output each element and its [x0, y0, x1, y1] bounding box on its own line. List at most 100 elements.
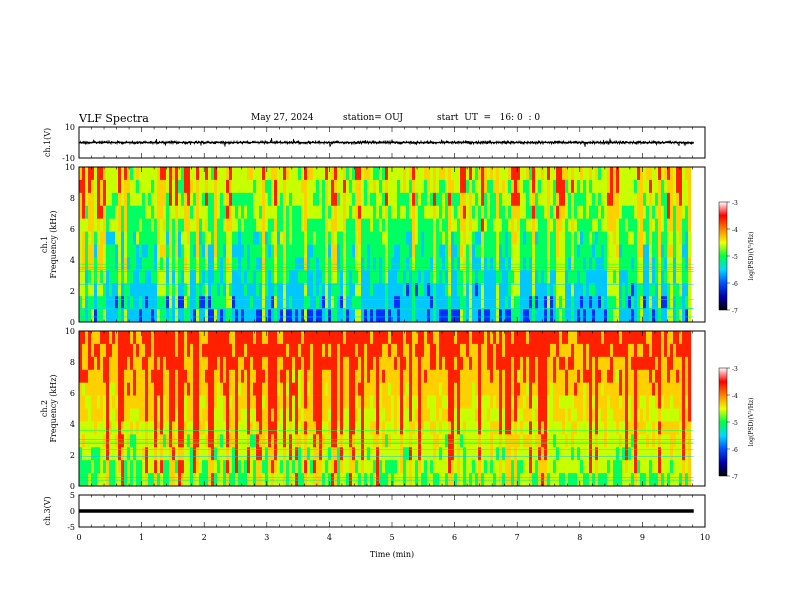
spectrogram-cell: [403, 331, 407, 345]
spectrogram-cell: [448, 296, 452, 310]
spectrogram-cell: [610, 296, 614, 310]
spectrogram-cell: [646, 434, 650, 448]
spectrogram-cell: [337, 296, 341, 310]
spectrogram-cell: [595, 473, 599, 487]
spectrogram-cell: [145, 382, 149, 396]
spectrogram-cell: [385, 205, 389, 219]
spectrogram-cell: [250, 296, 254, 310]
spectrogram-cell: [679, 179, 683, 194]
spectrogram-cell: [562, 408, 566, 422]
spectrogram-cell: [502, 447, 506, 461]
spectrogram-cell: [268, 382, 272, 396]
spectrogram-cell: [232, 205, 236, 219]
spectrogram-cell: [88, 218, 92, 232]
spectrogram-cell: [553, 167, 557, 181]
spectrogram-cell: [205, 231, 209, 245]
spectrogram-cell: [103, 421, 107, 435]
spectrogram-cell: [592, 395, 596, 409]
spectrogram-cell: [91, 244, 95, 258]
spectrogram-cell: [148, 369, 152, 383]
spectrogram-cell: [307, 179, 311, 194]
spectrogram-cell: [97, 205, 101, 219]
spectrogram-cell: [331, 395, 335, 409]
spectrogram-cell: [424, 296, 428, 310]
spectrogram-cell: [376, 231, 380, 245]
spectrogram-cell: [565, 460, 569, 474]
spectrogram-cell: [421, 331, 425, 345]
spectrogram-cell: [241, 382, 245, 396]
spectrogram-cell: [562, 244, 566, 258]
spectrogram-cell: [502, 192, 506, 207]
spectrogram-cell: [265, 331, 269, 345]
spectrogram-cell: [586, 382, 590, 396]
chart-title: VLF Spectra: [79, 112, 149, 125]
spectrogram-cell: [127, 447, 131, 461]
spectrogram-cell: [376, 331, 380, 345]
spectrogram-cell: [193, 167, 197, 181]
spectrogram-cell: [535, 283, 539, 297]
spectrogram-cell: [658, 231, 662, 245]
spectrogram-cell: [610, 179, 614, 194]
spectrogram-cell: [607, 309, 611, 323]
spectrogram-cell: [466, 447, 470, 461]
spectrogram-cell: [316, 382, 320, 396]
spectrogram-cell: [628, 343, 632, 358]
spectrogram-cell: [505, 447, 509, 461]
spectrogram-cell: [586, 331, 590, 345]
spectrogram-cell: [358, 382, 362, 396]
spectrogram-cell: [532, 369, 536, 383]
spectrogram-cell: [529, 205, 533, 219]
spectrogram-cell: [364, 356, 368, 371]
spectrogram-cell: [193, 460, 197, 474]
spectrogram-cell: [112, 434, 116, 448]
spectrogram-cell: [298, 270, 302, 284]
spectrogram-cell: [376, 167, 380, 181]
spectrogram-cell: [91, 343, 95, 358]
spectrogram-cell: [601, 167, 605, 181]
spectrogram-cell: [412, 369, 416, 383]
spectrogram-cell: [631, 382, 635, 396]
spectrogram-cell: [484, 231, 488, 245]
spectrogram-cell: [502, 231, 506, 245]
spectrogram-cell: [175, 395, 179, 409]
spectrogram-cell: [583, 283, 587, 297]
spectrogram-cell: [295, 447, 299, 461]
spectrogram-cell: [637, 343, 641, 358]
spectrogram-cell: [235, 205, 239, 219]
spectrogram-cell: [145, 331, 149, 345]
spectrogram-cell: [682, 343, 686, 358]
spectrogram-cell: [688, 395, 692, 409]
spectrogram-cell: [298, 473, 302, 487]
spectrogram-cell: [145, 369, 149, 383]
spectrogram-cell: [268, 460, 272, 474]
spectrogram-cell: [142, 434, 146, 448]
spectrogram-cell: [400, 408, 404, 422]
spectrogram-cell: [535, 192, 539, 207]
spectrogram-cell: [646, 231, 650, 245]
spectrogram-cell: [478, 331, 482, 345]
spectrogram-cell: [169, 395, 173, 409]
spectrogram-cell: [220, 192, 224, 207]
spectrogram-cell: [499, 205, 503, 219]
spectrogram-cell: [409, 309, 413, 323]
spectrogram-cell: [220, 331, 224, 345]
spectrogram-cell: [562, 283, 566, 297]
spectrogram-cell: [139, 382, 143, 396]
spectrogram-cell: [580, 167, 584, 181]
spectrogram-cell: [331, 244, 335, 258]
spectrogram-cell: [130, 473, 134, 487]
spectrogram-cell: [454, 205, 458, 219]
spectrogram-cell: [262, 460, 266, 474]
spectrogram-cell: [160, 447, 164, 461]
spectrogram-cell: [622, 167, 626, 181]
spectrogram-cell: [178, 296, 182, 310]
spectrogram-cell: [625, 218, 629, 232]
spectrogram-cell: [436, 382, 440, 396]
spectrogram-cell: [655, 447, 659, 461]
spectrogram-cell: [250, 395, 254, 409]
spectrogram-cell: [265, 447, 269, 461]
spectrogram-cell: [121, 434, 125, 448]
spectrogram-cell: [409, 179, 413, 194]
spectrogram-cell: [433, 331, 437, 345]
spectrogram-cell: [646, 167, 650, 181]
